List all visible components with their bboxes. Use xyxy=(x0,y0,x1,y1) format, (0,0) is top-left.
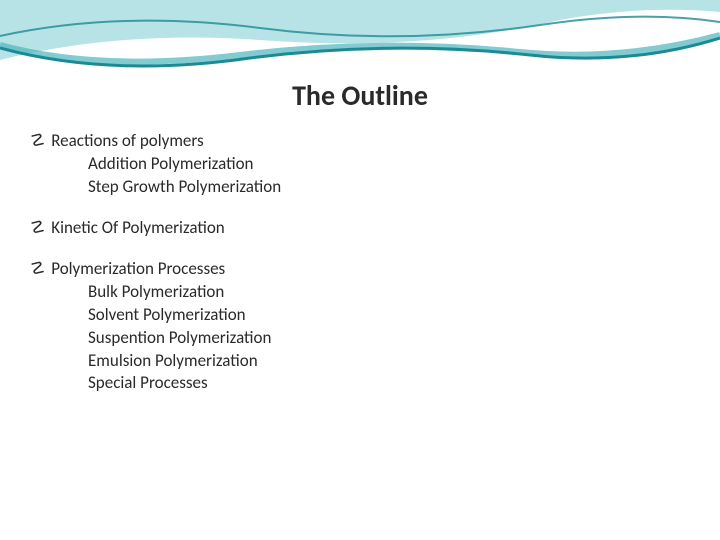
outline-sub-item: Emulsion Polymerization xyxy=(88,350,690,373)
section-title: Polymerization Processes xyxy=(51,258,225,281)
wave-graphic xyxy=(0,0,720,85)
header-wave xyxy=(0,0,720,85)
section-gap xyxy=(30,240,690,258)
outline-sub-item: Suspention Polymerization xyxy=(88,327,690,350)
outline-content: ☡ Reactions of polymers Addition Polymer… xyxy=(30,130,690,395)
bullet-icon: ☡ xyxy=(30,130,45,153)
bullet-icon: ☡ xyxy=(30,217,45,240)
outline-sub-item: Bulk Polymerization xyxy=(88,281,690,304)
page-title: The Outline xyxy=(0,78,720,113)
outline-sub-item: Special Processes xyxy=(88,372,690,395)
section-title: Reactions of polymers xyxy=(51,130,203,153)
outline-section: ☡ Polymerization Processes xyxy=(30,258,690,281)
outline-section: ☡ Kinetic Of Polymerization xyxy=(30,217,690,240)
section-gap xyxy=(30,199,690,217)
section-title: Kinetic Of Polymerization xyxy=(51,217,224,240)
outline-section: ☡ Reactions of polymers xyxy=(30,130,690,153)
bullet-icon: ☡ xyxy=(30,258,45,281)
outline-sub-item: Addition Polymerization xyxy=(88,153,690,176)
outline-sub-item: Solvent Polymerization xyxy=(88,304,690,327)
outline-sub-item: Step Growth Polymerization xyxy=(88,176,690,199)
